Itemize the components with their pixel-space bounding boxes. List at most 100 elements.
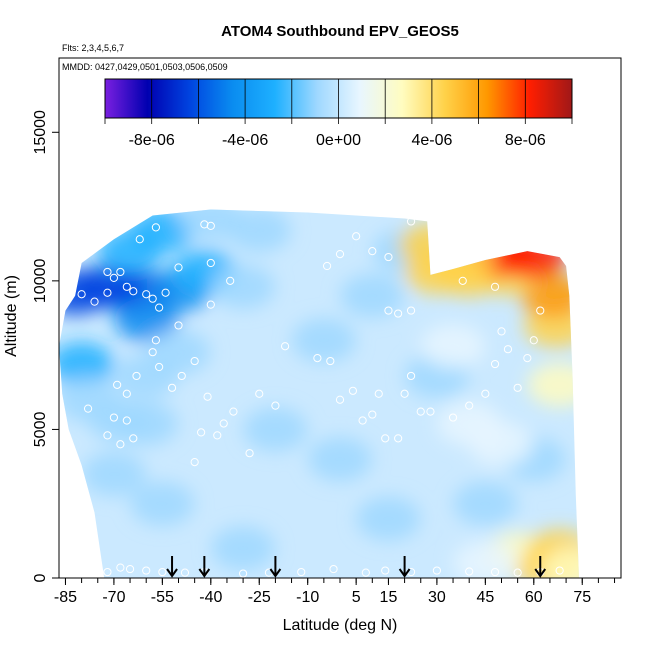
flight-points xyxy=(77,205,564,578)
colorbar-tick-label: 8e-06 xyxy=(505,132,546,149)
flight-point xyxy=(490,359,500,369)
x-tick-label: -40 xyxy=(199,589,222,606)
y-tick-label: 0 xyxy=(32,573,49,582)
flight-point xyxy=(142,290,151,299)
x-tick-label: -70 xyxy=(102,589,125,606)
x-tick-label: -10 xyxy=(296,589,319,606)
flight-point xyxy=(329,564,338,574)
flight-point xyxy=(151,336,160,345)
flight-point xyxy=(555,566,564,575)
flight-point xyxy=(335,395,345,404)
flight-point xyxy=(280,342,290,351)
flight-arrow xyxy=(534,556,547,578)
epv-sample xyxy=(59,342,114,387)
flight-point xyxy=(497,327,506,336)
epv-sample xyxy=(114,401,179,446)
flight-point xyxy=(361,568,370,577)
flight-point xyxy=(426,407,435,416)
flight-point xyxy=(255,389,264,398)
flight-point xyxy=(148,348,157,357)
flight-point xyxy=(122,389,131,398)
flight-point xyxy=(155,303,164,312)
epv-sample xyxy=(243,407,308,452)
epv-sample xyxy=(340,273,405,318)
x-tick-label: -55 xyxy=(151,589,174,606)
x-axis-label: Latitude (deg N) xyxy=(283,617,398,634)
colorbar-tick-label: 0e+00 xyxy=(316,132,361,149)
epv-sample xyxy=(291,318,356,363)
epv-sample xyxy=(211,264,276,309)
flight-point xyxy=(109,413,119,422)
arrows xyxy=(166,556,547,578)
flight-point xyxy=(132,371,141,381)
flight-point xyxy=(190,458,199,467)
flight-point xyxy=(213,431,222,440)
flight-point xyxy=(90,297,99,306)
flight-point xyxy=(503,345,513,354)
flight-point xyxy=(406,217,416,226)
x-tick-label: 15 xyxy=(380,589,398,606)
epv-sample xyxy=(356,496,421,541)
epv-sample xyxy=(146,330,211,375)
flight-point xyxy=(77,290,86,299)
flight-point xyxy=(348,386,358,395)
flight-point xyxy=(219,419,228,428)
flight-point xyxy=(103,288,112,297)
flight-point xyxy=(416,407,425,416)
flight-point xyxy=(394,205,403,214)
flight-point xyxy=(384,306,393,315)
epv-sample xyxy=(211,526,276,571)
flight-point xyxy=(109,273,119,282)
colorbar-tick-label: 4e-06 xyxy=(411,132,452,149)
flight-point xyxy=(394,434,403,443)
epv-sample xyxy=(453,541,518,578)
flight-point xyxy=(229,407,238,416)
epv-sample xyxy=(227,209,292,253)
x-tick-label: 30 xyxy=(428,589,446,606)
flight-point xyxy=(103,567,112,577)
x-tick-label: -85 xyxy=(54,589,77,606)
flight-point xyxy=(158,567,167,577)
flight-point xyxy=(190,356,199,366)
flight-point xyxy=(174,321,183,330)
y-tick-label: 15000 xyxy=(32,110,49,155)
flight-point xyxy=(381,434,390,443)
flight-point xyxy=(129,434,138,443)
flight-point xyxy=(465,567,474,576)
flight-point xyxy=(448,413,458,422)
chart-title: ATOM4 Southbound EPV_GEOS5 xyxy=(221,23,459,40)
flight-point xyxy=(83,404,93,413)
flight-point xyxy=(122,282,131,291)
flight-point xyxy=(406,371,416,381)
flight-point xyxy=(155,362,164,372)
flight-point xyxy=(206,300,215,309)
colorbar: -8e-06 -4e-06 0e+00 4e-06 8e-06 xyxy=(104,78,573,149)
x-tick-label: 45 xyxy=(476,589,494,606)
flight-arrow xyxy=(269,556,282,578)
flight-point xyxy=(523,354,532,363)
flight-point xyxy=(203,392,212,401)
x-tick-label: 75 xyxy=(573,589,591,606)
flight-point xyxy=(536,306,545,315)
flight-point xyxy=(271,401,280,410)
epv-sample xyxy=(453,481,518,526)
flight-point xyxy=(529,336,538,345)
x-tick-label: 60 xyxy=(525,589,543,606)
flight-point xyxy=(245,449,254,458)
flight-point xyxy=(197,428,206,437)
epv-sample xyxy=(130,481,195,526)
flight-point xyxy=(116,563,125,572)
flight-point xyxy=(335,250,345,259)
flight-point xyxy=(116,267,125,277)
flight-point xyxy=(432,566,441,575)
flight-point xyxy=(481,389,490,398)
flight-point xyxy=(400,389,409,398)
flight-point xyxy=(116,440,125,449)
flight-point xyxy=(129,287,138,296)
flight-point xyxy=(177,371,186,381)
flight-point xyxy=(394,309,403,318)
flight-point xyxy=(374,389,383,398)
flight-point xyxy=(352,232,361,241)
flight-point xyxy=(151,223,160,232)
